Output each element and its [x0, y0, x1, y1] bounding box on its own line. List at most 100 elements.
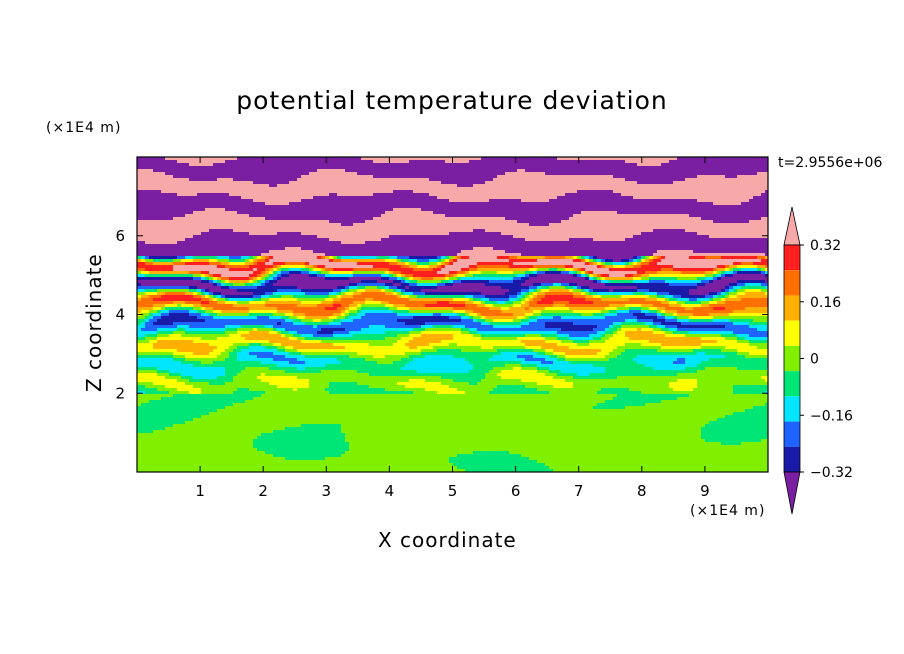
field-cell [385, 235, 390, 239]
field-cell [229, 169, 234, 173]
field-cell [341, 163, 346, 167]
field-cell [705, 196, 710, 200]
field-cell [385, 160, 390, 164]
field-cell [245, 172, 250, 176]
field-cell [501, 238, 506, 242]
field-cell [733, 178, 738, 182]
field-cell [609, 166, 614, 170]
field-cell [217, 250, 222, 254]
field-cell [745, 166, 750, 170]
field-cell [269, 250, 274, 254]
field-cell [249, 247, 254, 251]
field-cell [577, 235, 582, 239]
field-cell [709, 190, 714, 194]
field-cell [241, 175, 246, 179]
field-cell [725, 178, 730, 182]
field-cell [433, 172, 438, 176]
field-cell [241, 160, 246, 164]
field-cell [401, 187, 406, 191]
field-cell [253, 241, 258, 245]
field-cell [325, 169, 330, 173]
field-cell [329, 166, 334, 170]
field-cell [397, 160, 402, 164]
field-cell [469, 181, 474, 185]
field-cell [565, 190, 570, 194]
field-cell [385, 241, 390, 245]
field-cell [361, 232, 366, 236]
field-cell [301, 214, 306, 218]
field-cell [169, 172, 174, 176]
field-cell [157, 220, 162, 224]
field-cell [521, 229, 526, 233]
field-cell [377, 232, 382, 236]
field-cell [417, 178, 422, 182]
field-cell [569, 175, 574, 179]
field-cell [693, 172, 698, 176]
field-cell [149, 202, 154, 206]
field-cell [417, 196, 422, 200]
field-cell [153, 178, 158, 182]
field-cell [245, 238, 250, 242]
field-cell [365, 247, 370, 251]
field-cell [617, 181, 622, 185]
field-cell [761, 172, 766, 176]
field-cell [137, 214, 142, 218]
field-cell [245, 178, 250, 182]
field-cell [589, 193, 594, 197]
field-cell [381, 160, 386, 164]
field-cell [589, 160, 594, 164]
field-cell [601, 244, 606, 248]
field-cell [381, 172, 386, 176]
field-cell [545, 178, 550, 182]
field-cell [505, 175, 510, 179]
field-cell [189, 217, 194, 221]
field-cell [421, 193, 426, 197]
field-cell [441, 190, 446, 194]
field-cell [449, 229, 454, 233]
field-cell [613, 187, 618, 191]
field-cell [517, 166, 522, 170]
field-cell [557, 175, 562, 179]
field-cell [581, 175, 586, 179]
field-cell [289, 184, 294, 188]
field-cell [325, 205, 330, 209]
field-cell [177, 193, 182, 197]
field-cell [201, 193, 206, 197]
field-cell [729, 178, 734, 182]
field-cell [457, 163, 462, 167]
field-cell [597, 217, 602, 221]
field-cell [433, 199, 438, 203]
field-cell [541, 190, 546, 194]
field-cell [585, 220, 590, 224]
field-cell [141, 241, 146, 245]
field-cell [421, 190, 426, 194]
field-cell [689, 163, 694, 167]
field-cell [645, 187, 650, 191]
field-cell [577, 229, 582, 233]
field-cell [393, 193, 398, 197]
field-cell [425, 166, 430, 170]
field-cell [301, 238, 306, 242]
field-cell [517, 184, 522, 188]
field-cell [565, 205, 570, 209]
field-cell [613, 226, 618, 230]
field-cell [573, 199, 578, 203]
field-cell [485, 190, 490, 194]
field-cell [741, 241, 746, 245]
field-cell [541, 235, 546, 239]
field-cell [185, 229, 190, 233]
field-cell [161, 184, 166, 188]
field-cell [593, 208, 598, 212]
field-cell [425, 190, 430, 194]
field-cell [353, 208, 358, 212]
field-cell [237, 208, 242, 212]
field-cell [165, 172, 170, 176]
field-cell [469, 190, 474, 194]
field-cell [653, 178, 658, 182]
field-cell [701, 223, 706, 227]
field-cell [473, 226, 478, 230]
field-cell [533, 238, 538, 242]
field-cell [201, 250, 206, 254]
field-cell [249, 226, 254, 230]
field-cell [197, 172, 202, 176]
